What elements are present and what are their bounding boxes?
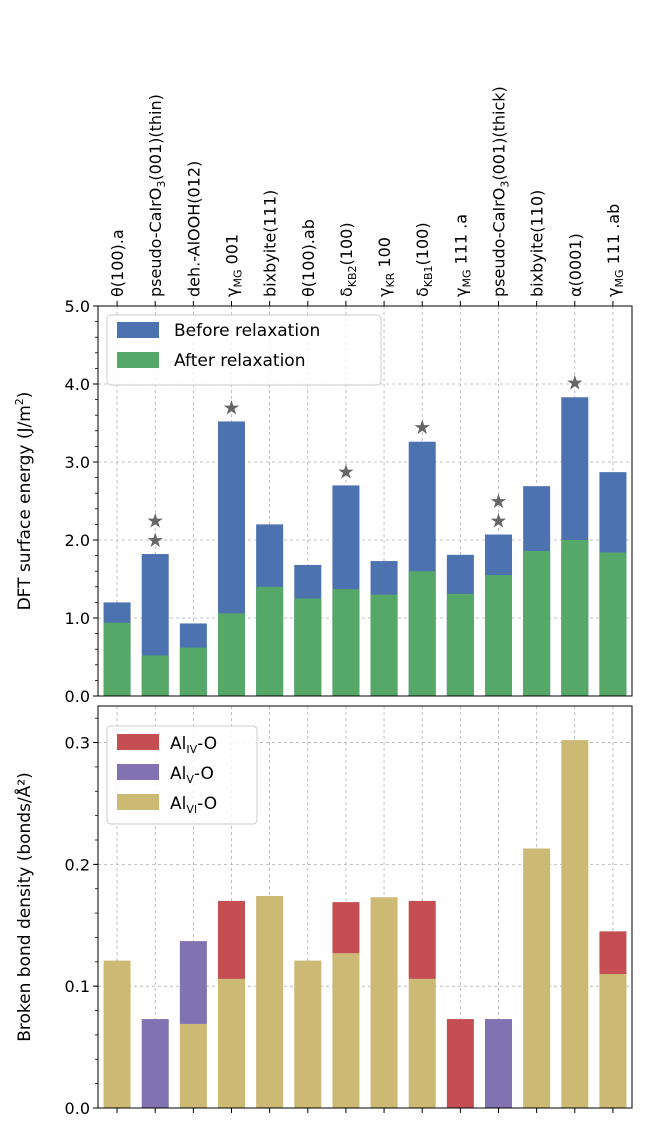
bar-after-relaxation (294, 598, 322, 696)
category-label: θ(100).a (108, 229, 127, 297)
category-label: δKB2(100) (337, 222, 359, 297)
legend-label: AlIV-O (170, 734, 217, 756)
top-ytick-label: 5.0 (65, 297, 90, 316)
broken-bond-chart: 0.0 0.1 0.2 0.3 Broken bond density (bonds/Å… (13, 705, 633, 1118)
legend-swatch (117, 322, 159, 338)
bottom-ytick-label: 0.2 (65, 855, 90, 874)
legend-box (106, 314, 382, 386)
legend-label: Before relaxation (174, 321, 320, 341)
bar-after-relaxation (485, 575, 512, 696)
category-label: deh.-AlOOH(012) (184, 161, 203, 297)
bar-after-relaxation (561, 540, 589, 696)
bar-after-relaxation (141, 655, 169, 696)
surface-energy-chart: ★★★★★★★★0.01.02.03.04.05.0θ(100).a pseudo… (13, 86, 633, 706)
category-label: γMG 111 .ab (604, 204, 626, 297)
top-ytick-label: 1.0 (65, 609, 90, 628)
bar-after-relaxation (370, 594, 398, 696)
legend-label: After relaxation (174, 351, 305, 371)
star-marker: ★ (337, 459, 355, 483)
bar-segment (599, 974, 627, 1108)
star-marker: ★ (146, 528, 164, 552)
legend-swatch (117, 794, 159, 810)
legend: AlIV-O AlV-O AlVI-O (106, 725, 258, 825)
top-ytick-label: 3.0 (65, 453, 90, 472)
bar-after-relaxation (103, 622, 131, 696)
category-label: θ(100).ab (299, 219, 318, 297)
top-frame (97, 305, 633, 697)
top-ytick-label: 2.0 (65, 531, 90, 550)
legend-label: AlV-O (170, 764, 214, 786)
bottom-frame (97, 705, 633, 1109)
category-label: γKR 100 (375, 237, 397, 297)
star-marker: ★ (566, 370, 584, 394)
bar-after-relaxation (408, 571, 436, 696)
bar-after-relaxation (523, 550, 551, 696)
bar-segment (523, 848, 551, 1108)
bar-segment (485, 1019, 512, 1108)
bar-segment (446, 1019, 474, 1108)
bar-segment (179, 941, 207, 1024)
y-axis-label: DFT surface energy (J/m2) (13, 392, 35, 611)
legend: Before relaxation After relaxation (106, 314, 382, 386)
star-marker: ★ (490, 509, 508, 533)
bar-after-relaxation (332, 589, 360, 696)
bar-segment (408, 900, 436, 979)
legend-swatch (117, 764, 159, 780)
star-marker: ★ (146, 509, 164, 533)
star-marker: ★ (413, 415, 431, 439)
category-label: α(0001) (566, 233, 585, 297)
bar-after-relaxation (446, 593, 474, 696)
bar-after-relaxation (256, 586, 284, 696)
bar-segment (408, 978, 436, 1108)
bar-segment (370, 897, 398, 1108)
bar-segment (294, 960, 322, 1108)
bar-segment (103, 960, 131, 1108)
top-ytick-label: 0.0 (65, 687, 90, 706)
bar-segment (332, 953, 360, 1108)
legend-label: AlVI-O (170, 794, 217, 816)
category-label: pseudo-CaIrO3(001)(thick) (490, 86, 512, 297)
legend-swatch (117, 734, 159, 750)
bar-after-relaxation (179, 647, 207, 696)
bar-after-relaxation (599, 552, 627, 696)
bottom-ytick-label: 0.0 (65, 1099, 90, 1118)
category-label: γMG 001 (223, 234, 245, 297)
bar-segment (561, 740, 589, 1108)
bottom-ytick-label: 0.1 (65, 977, 90, 996)
top-ytick-label: 4.0 (65, 375, 90, 394)
bar-segment (256, 896, 284, 1108)
bar-segment (218, 900, 245, 979)
star-marker: ★ (490, 489, 508, 513)
bar-segment (332, 902, 360, 954)
y-axis-label: Broken bond density (bonds/Å²) (13, 772, 35, 1042)
star-marker: ★ (223, 395, 241, 419)
bar-segment (218, 978, 245, 1108)
category-label: pseudo-CaIrO3(001)(thin) (146, 94, 168, 297)
legend-swatch (117, 352, 159, 368)
bar-after-relaxation (218, 613, 245, 696)
category-label: bixbyite(111) (261, 190, 280, 297)
category-label: bixbyite(110) (528, 190, 547, 297)
bar-segment (179, 1023, 207, 1108)
bar-segment (599, 931, 627, 974)
bar-segment (141, 1019, 169, 1108)
category-label: δKB1(100) (413, 222, 435, 297)
bottom-ytick-label: 0.3 (65, 734, 90, 753)
category-label: γMG 111 .a (451, 214, 473, 297)
